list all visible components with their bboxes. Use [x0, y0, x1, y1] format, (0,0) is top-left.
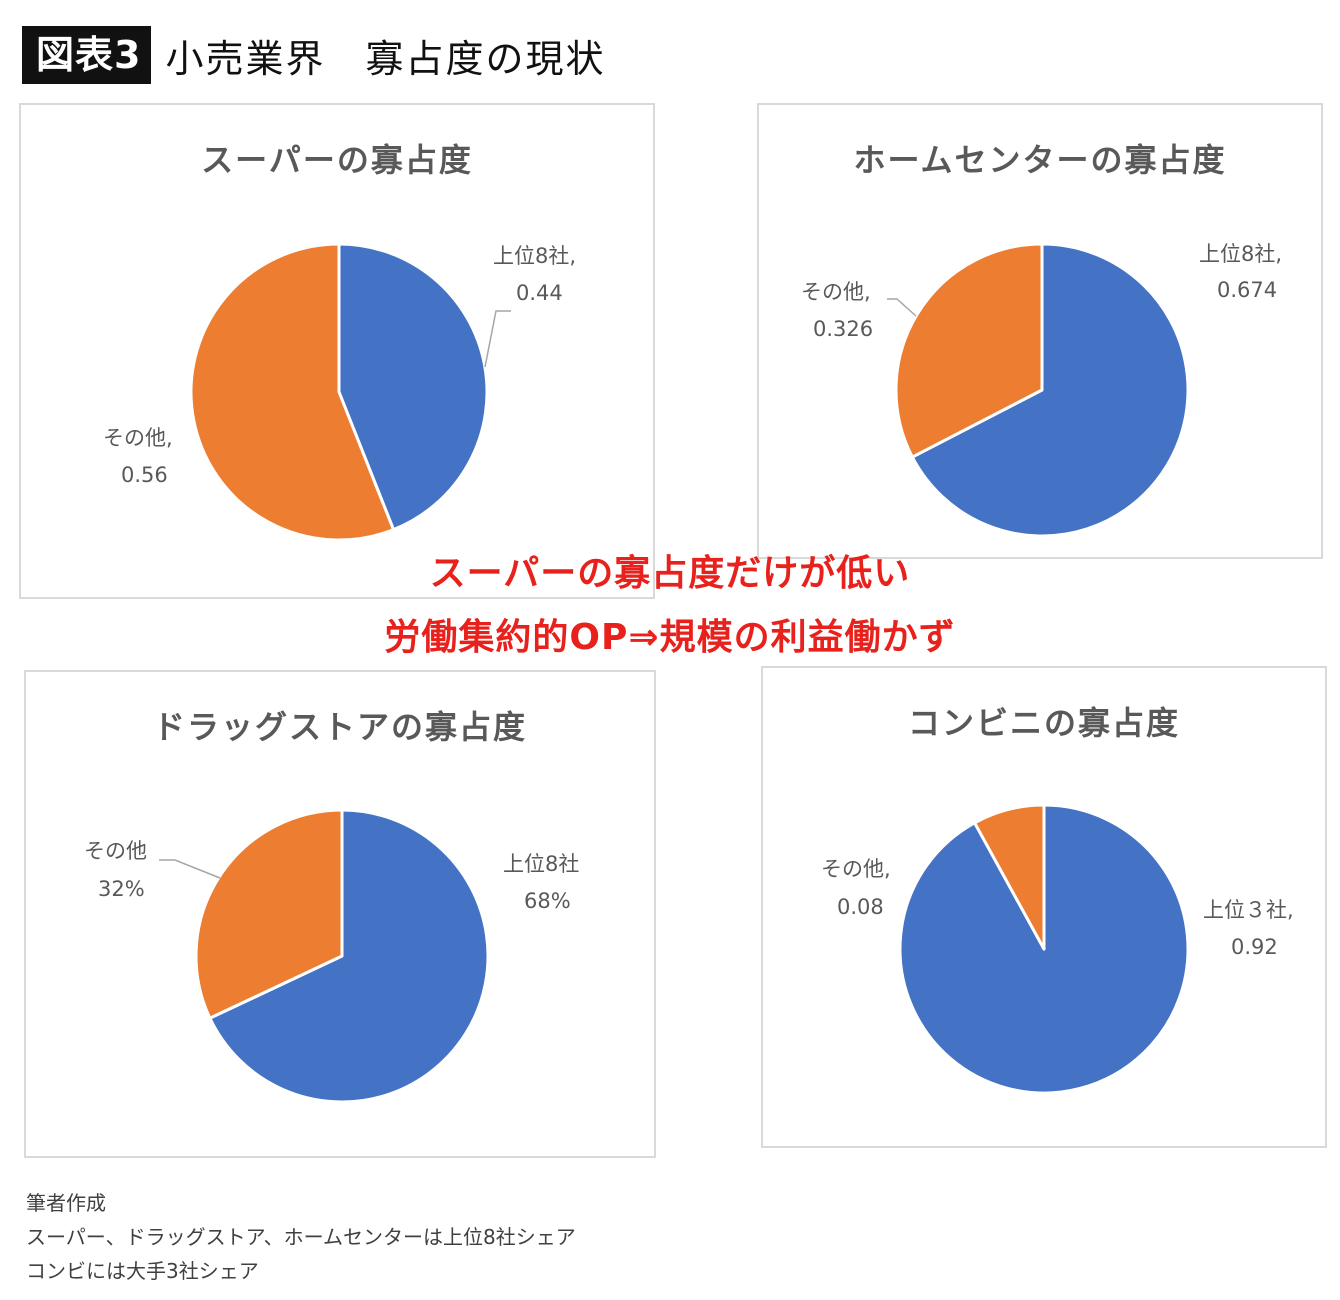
chart-title: スーパーの寡占度	[201, 141, 473, 179]
slice-label-other: その他,	[821, 857, 891, 881]
slice-value-other: 32%	[98, 877, 145, 901]
leader-line	[484, 310, 511, 368]
pie-chart-svg: 上位8社, 0.674 その他, 0.326	[801, 242, 1282, 538]
leader-line	[887, 298, 917, 317]
pie-slice-top	[910, 242, 1190, 538]
figure-title: 小売業界 寡占度の現状	[165, 36, 606, 81]
chart-panel-drugstore: ドラッグストアの寡占度 上位8社 68% その他 32%	[24, 670, 656, 1158]
note-scope-top3: コンビには大手3社シェア	[26, 1259, 259, 1283]
annotation-low-concentration: スーパーの寡占度だけが低い	[429, 553, 911, 594]
note-scope-top8: スーパー、ドラッグストア、ホームセンターは上位8社シェア	[26, 1225, 576, 1249]
slice-label-other: その他,	[103, 426, 173, 450]
slice-label-other: その他	[84, 839, 147, 863]
chart-panel-convenience-store: コンビニの寡占度 上位３社, 0.92 その他, 0.08	[761, 666, 1327, 1148]
slice-value-top8: 68%	[524, 889, 571, 913]
pie-slice-other	[189, 242, 395, 542]
chart-title: コンビニの寡占度	[907, 704, 1180, 742]
pie-slice-other	[973, 803, 1046, 951]
pie-slice-top	[337, 242, 489, 532]
slice-value-other: 0.326	[813, 317, 873, 341]
chart-title: ドラッグストアの寡占度	[152, 708, 527, 746]
slice-label-top8: 上位8社	[503, 852, 579, 876]
figure-header: 図表3 小売業界 寡占度の現状	[22, 26, 605, 84]
slice-label-other: その他,	[801, 280, 871, 304]
source-notes: 筆者作成 スーパー、ドラッグストア、ホームセンターは上位8社シェア コンビには大…	[26, 1186, 576, 1288]
slice-label-top3: 上位３社,	[1203, 898, 1294, 922]
slice-value-top8: 0.44	[516, 281, 563, 305]
slice-value-other: 0.56	[121, 463, 168, 487]
slice-label-top8: 上位8社,	[493, 244, 576, 268]
chart-panel-home-center: ホームセンターの寡占度 上位8社, 0.674 その他, 0.326	[757, 103, 1323, 559]
chart-title: ホームセンターの寡占度	[853, 141, 1227, 179]
pie-slice-other	[894, 242, 1044, 459]
leader-line	[159, 859, 221, 879]
slice-label-top8: 上位8社,	[1199, 242, 1282, 266]
pie-chart-svg: 上位8社, 0.44 その他, 0.56	[103, 242, 576, 542]
slice-value-top3: 0.92	[1231, 935, 1278, 959]
chart-panel-supermarket: スーパーの寡占度 上位8社, 0.44 その他, 0.56	[19, 103, 655, 599]
pie-chart-svg: 上位３社, 0.92 その他, 0.08	[821, 803, 1294, 1095]
pie-chart-svg: 上位8社 68% その他 32%	[84, 808, 579, 1104]
figure-number-badge: 図表3	[22, 26, 152, 84]
annotation-labor-intensive: 労働集約的OP⇒規模の利益働かず	[384, 617, 956, 658]
pie-slice-top	[208, 808, 490, 1104]
slice-value-other: 0.08	[837, 895, 884, 919]
slice-value-top8: 0.674	[1217, 278, 1277, 302]
note-author: 筆者作成	[26, 1191, 106, 1215]
